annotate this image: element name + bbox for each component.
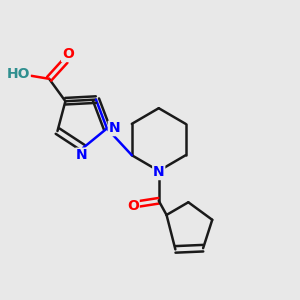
Text: HO: HO	[6, 67, 30, 81]
Text: N: N	[76, 148, 88, 162]
Text: O: O	[127, 199, 139, 213]
Text: N: N	[153, 165, 164, 179]
Text: N: N	[109, 122, 120, 135]
Text: O: O	[62, 47, 74, 61]
